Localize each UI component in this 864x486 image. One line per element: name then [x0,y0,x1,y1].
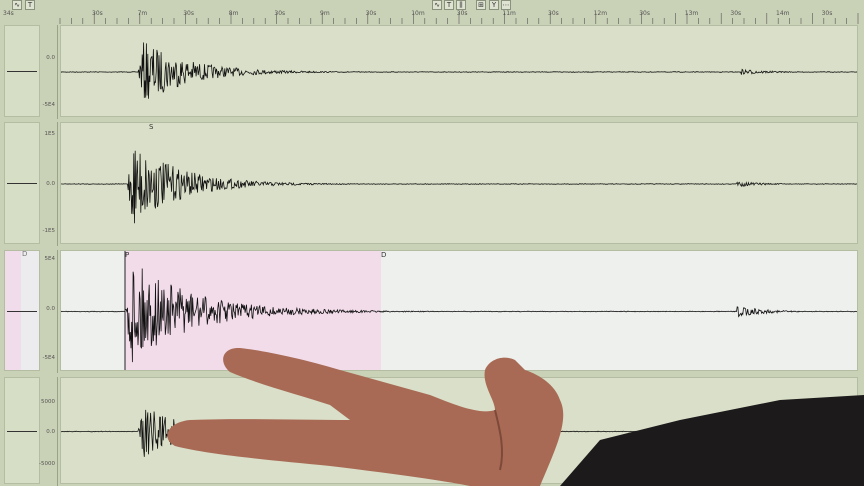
waveform-view[interactable] [60,25,858,117]
seismic-trace [61,268,857,363]
scale-label: 0.0 [46,54,55,61]
waveform-view[interactable]: S [60,122,858,244]
time-tick-label: 11m [502,10,516,17]
scale-label: -1E5 [42,228,55,235]
scale-label: -5000 [39,461,55,468]
time-tick-label: 9m [320,10,330,17]
scale-label: 5E4 [44,255,55,262]
time-tick-label: 10m [411,10,425,17]
time-tick-label: 30s [365,10,377,17]
phase-marker[interactable]: P [125,251,130,259]
amplitude-scale: 1E5 0.0 -1E5 [40,122,58,246]
tick-marks [59,13,859,24]
scale-label: 0.0 [46,306,55,313]
amplitude-scale: 5E4 0.0 -5E4 [40,250,58,373]
seismic-trace [61,42,857,99]
scale-label: 0.0 [46,181,55,187]
time-tick-label: 30s [92,10,103,17]
amplitude-scale: 5000 0.0 -5000 [39,377,58,486]
wave-icon[interactable]: ∿ [432,0,442,10]
scale-label: 1E5 [44,131,55,138]
time-tick-label: 14m [776,10,790,17]
text-icon[interactable]: T [444,0,454,10]
time-tick-label: 30s [730,10,742,17]
scale-label: -5E4 [42,355,55,362]
time-tick-label: 7m [137,10,148,17]
time-tick-label: 30s [456,10,468,17]
scale-label: 5000 [41,399,55,406]
y-axis-icon[interactable]: Y [489,0,499,10]
wave-icon[interactable]: ∿ [12,0,22,10]
scale-label: -5E4 [42,101,55,108]
channel-panel: 0.0 -5E4 [0,25,864,119]
time-tick-label: 30s [639,10,650,17]
dots-icon[interactable]: ⋯ [501,0,511,10]
toolbar: ∿ T ∿ T ⫼ ⊞ Y ⋯ [0,0,864,10]
grid-icon[interactable]: ⊞ [476,0,486,10]
filter-icon[interactable]: ⫼ [456,0,466,10]
channel-panel: 1E5 0.0 -1E5 S [0,122,864,246]
channel-overview[interactable] [4,250,40,371]
time-tick-label: 8m [228,10,239,17]
time-tick-label: 13m [684,10,699,17]
text-icon[interactable]: T [25,0,35,10]
amplitude-scale: 0.0 -5E4 [40,25,58,119]
phase-marker[interactable]: S [149,123,154,131]
seismic-trace [61,150,857,224]
time-axis: 34s 30s 7m 30s 8m 30s 9m 30s 10m 30s 11m 30s 12m 30s 1… [0,9,864,24]
time-tick-label: 12m [593,10,608,17]
channel-overview[interactable] [4,25,40,117]
scale-label: 0.0 [46,428,55,435]
time-tick-label: 30s [183,10,194,17]
channel-overview[interactable] [4,377,40,484]
time-tick-label: 30s [821,10,833,17]
phase-marker[interactable]: D [381,251,387,259]
time-tick-label: 30s [274,10,286,17]
time-tick-label: 30s [548,10,559,17]
time-tick-label: 34s [3,10,14,17]
phase-marker[interactable]: D [22,250,28,258]
channel-overview[interactable] [4,122,40,244]
